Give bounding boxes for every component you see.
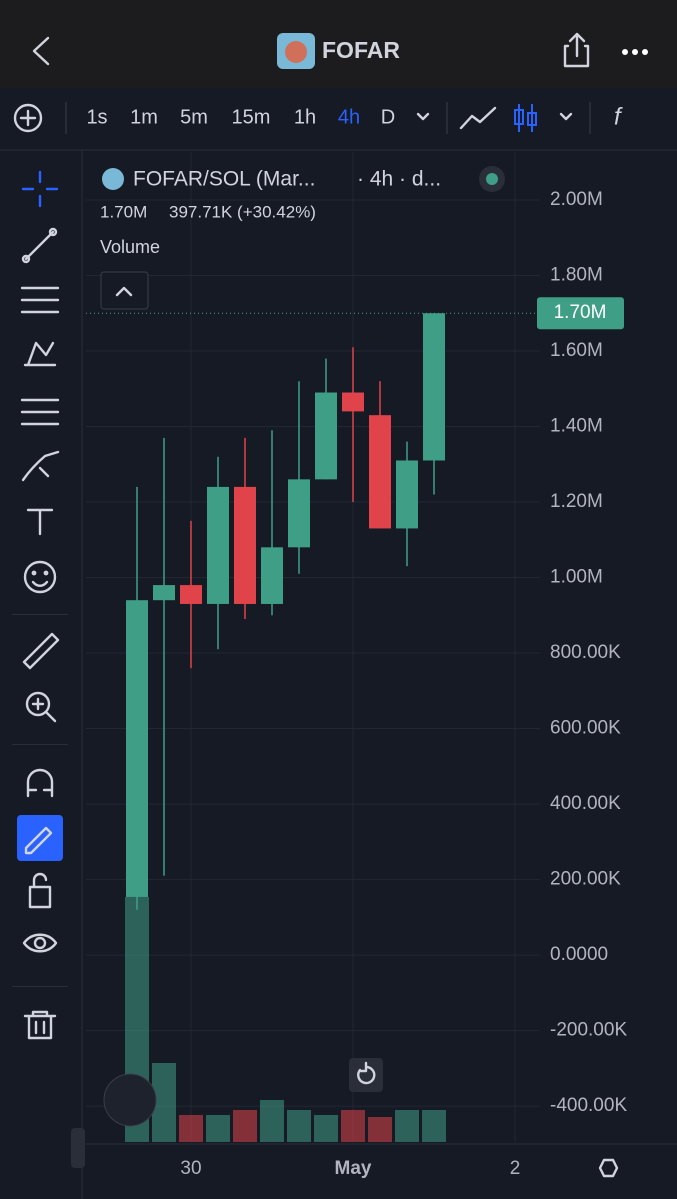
volume-bar xyxy=(206,1115,230,1142)
settings-button[interactable] xyxy=(598,1158,619,1178)
share-button[interactable] xyxy=(563,32,590,68)
collapse-legend-icon xyxy=(115,286,133,297)
legend-icon xyxy=(102,168,124,190)
candle-body xyxy=(180,585,202,604)
drawing-toolbar xyxy=(0,148,80,1199)
x-tick-label: 30 xyxy=(180,1158,201,1179)
y-tick-label: 1.40M xyxy=(550,416,603,437)
study-name: Volume xyxy=(100,237,160,257)
y-tick-label: -200.00K xyxy=(550,1020,627,1041)
toolbar-dividers xyxy=(12,614,68,987)
price-label: 1.70M xyxy=(554,302,607,323)
toolbar-icons[interactable] xyxy=(20,170,60,1040)
interval-button[interactable]: 15m xyxy=(232,106,271,128)
volume-bar xyxy=(341,1110,365,1142)
y-tick-label: 1.60M xyxy=(550,340,603,361)
y-tick-label: 1.80M xyxy=(550,264,603,285)
add-button[interactable] xyxy=(13,103,43,133)
indicators-button[interactable]: f xyxy=(614,103,623,130)
volume-bar xyxy=(233,1110,257,1142)
interval-button[interactable]: D xyxy=(381,106,395,128)
legend-last: 1.70M xyxy=(100,202,147,221)
candle-body xyxy=(153,585,175,601)
lock-drawing-button[interactable] xyxy=(17,815,63,861)
volume-bar xyxy=(368,1117,392,1142)
chart-type-dropdown[interactable] xyxy=(559,112,573,121)
y-tick-label: 600.00K xyxy=(550,718,621,739)
top-bar xyxy=(0,0,677,88)
x-tick-label: 2 xyxy=(510,1158,521,1179)
reset-icon xyxy=(357,1061,376,1085)
y-tick-label: 1.20M xyxy=(550,491,603,512)
volume-bar xyxy=(395,1110,419,1142)
candle-body xyxy=(342,392,364,412)
y-tick-label: 1.00M xyxy=(550,567,603,588)
legend-symbol: FOFAR/SOL (Mar... xyxy=(133,168,315,191)
volume-bar xyxy=(179,1115,203,1142)
lock-drawing-icon xyxy=(24,826,53,855)
y-tick-label: 0.0000 xyxy=(550,944,608,965)
interval-button[interactable]: 5m xyxy=(180,106,208,128)
x-tick-label: May xyxy=(335,1158,372,1179)
legend-interval: · 4h · d... xyxy=(357,168,441,191)
interval-dropdown[interactable] xyxy=(416,112,430,121)
y-tick-label: -400.00K xyxy=(550,1095,627,1116)
candle-body xyxy=(315,392,337,480)
candle-body xyxy=(234,486,256,604)
candle-body xyxy=(288,479,310,548)
back-button[interactable] xyxy=(32,36,50,66)
candle-chart-button[interactable] xyxy=(514,104,537,132)
collapse-legend[interactable] xyxy=(100,271,149,310)
volume-bar xyxy=(260,1100,284,1142)
reset-button[interactable] xyxy=(349,1058,383,1092)
y-tick-label: 800.00K xyxy=(550,642,621,663)
candle-body xyxy=(207,486,229,604)
y-tick-label: 400.00K xyxy=(550,793,621,814)
more-button[interactable] xyxy=(622,49,648,55)
legend-change: 397.71K (+30.42%) xyxy=(169,202,316,221)
interval-button[interactable]: 1m xyxy=(130,106,158,128)
tv-logo[interactable] xyxy=(103,1073,157,1127)
y-tick-label: 200.00K xyxy=(550,869,621,890)
candle-body xyxy=(423,313,445,461)
collapse-toolbar[interactable] xyxy=(71,1128,85,1168)
candle-body xyxy=(369,415,391,529)
volume-bar xyxy=(314,1115,338,1142)
legend-status xyxy=(479,166,505,192)
y-tick-label: 2.00M xyxy=(550,189,603,210)
volume-bar xyxy=(287,1110,311,1142)
volume-bar xyxy=(422,1110,446,1142)
candle-body xyxy=(396,460,418,529)
page-title: FOFAR xyxy=(322,37,400,63)
interval-button[interactable]: 1s xyxy=(86,106,107,128)
candle-body xyxy=(126,600,148,897)
interval-button[interactable]: 1h xyxy=(294,106,316,128)
coin-face xyxy=(285,41,307,63)
price-label-box xyxy=(537,297,624,330)
line-chart-button[interactable] xyxy=(459,106,497,130)
interval-button[interactable]: 4h xyxy=(338,106,360,128)
candle-body xyxy=(261,547,283,604)
